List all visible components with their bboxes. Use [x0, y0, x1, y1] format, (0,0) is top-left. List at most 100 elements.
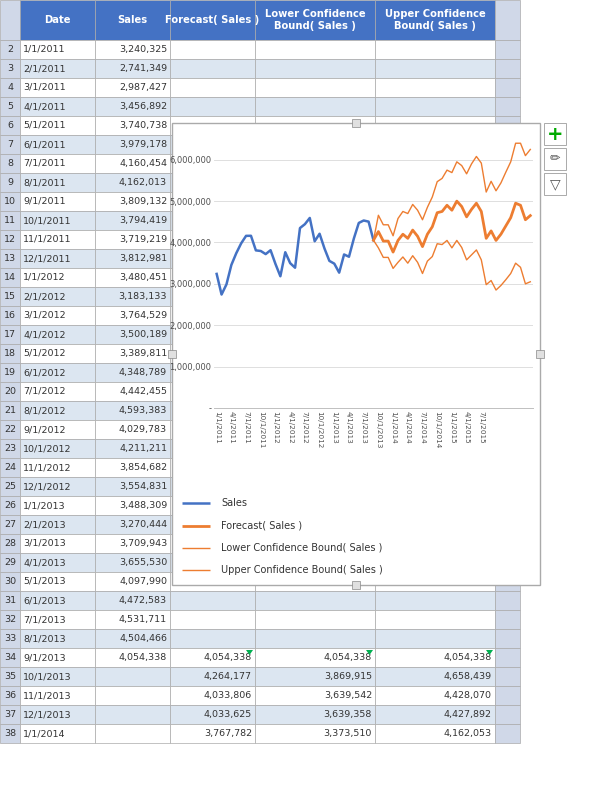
Bar: [20, 363, 95, 382]
Text: 2: 2: [7, 45, 13, 54]
Text: 6/1/2011: 6/1/2011: [23, 140, 66, 149]
Text: Date: Date: [44, 15, 71, 25]
Bar: [20, 591, 95, 610]
Bar: [495, 534, 520, 553]
Bar: [95, 553, 170, 572]
Bar: [170, 610, 255, 629]
Polygon shape: [366, 650, 373, 655]
Bar: [170, 0, 255, 40]
Bar: [20, 268, 95, 287]
Text: 5/1/2012: 5/1/2012: [23, 349, 66, 358]
Bar: [0, 135, 20, 154]
Bar: [170, 705, 255, 724]
Bar: [95, 268, 170, 287]
Bar: [255, 477, 375, 496]
Bar: [375, 458, 495, 477]
Text: 12/1/2012: 12/1/2012: [23, 482, 72, 491]
Bar: [255, 306, 375, 325]
Bar: [0, 116, 20, 135]
Bar: [375, 686, 495, 705]
Text: 4/1/2013: 4/1/2013: [23, 558, 66, 567]
Bar: [20, 610, 95, 629]
Text: 1/1/2013: 1/1/2013: [23, 501, 66, 510]
Text: 3,480,451: 3,480,451: [119, 273, 167, 282]
Bar: [375, 192, 495, 211]
Bar: [255, 287, 375, 306]
Bar: [95, 211, 170, 230]
Bar: [255, 268, 375, 287]
Bar: [20, 458, 95, 477]
Bar: [375, 401, 495, 420]
Bar: [375, 477, 495, 496]
Bar: [375, 610, 495, 629]
Text: 1/1/2014: 1/1/2014: [23, 729, 66, 738]
Bar: [375, 382, 495, 401]
Bar: [0, 553, 20, 572]
Bar: [20, 534, 95, 553]
Bar: [255, 192, 375, 211]
Bar: [20, 135, 95, 154]
Bar: [255, 458, 375, 477]
Bar: [495, 477, 520, 496]
Bar: [0, 382, 20, 401]
Bar: [20, 97, 95, 116]
Text: 4,054,338: 4,054,338: [204, 653, 252, 662]
Bar: [0, 325, 20, 344]
Bar: [255, 648, 375, 667]
Bar: [95, 173, 170, 192]
Text: 3,389,811: 3,389,811: [119, 349, 167, 358]
Bar: [0, 534, 20, 553]
Bar: [0, 401, 20, 420]
Bar: [375, 59, 495, 78]
Text: 15: 15: [4, 292, 16, 301]
Bar: [495, 724, 520, 743]
Text: 10/1/2012: 10/1/2012: [23, 444, 72, 453]
Bar: [95, 686, 170, 705]
Bar: [20, 496, 95, 515]
Bar: [255, 135, 375, 154]
Bar: [495, 325, 520, 344]
Bar: [255, 59, 375, 78]
Text: 4,264,177: 4,264,177: [204, 672, 252, 681]
Text: 3,655,530: 3,655,530: [119, 558, 167, 567]
Bar: [495, 439, 520, 458]
Text: 29: 29: [4, 558, 16, 567]
Bar: [375, 97, 495, 116]
Text: 10/1/2013: 10/1/2013: [23, 672, 72, 681]
Bar: [375, 325, 495, 344]
Bar: [170, 401, 255, 420]
Bar: [20, 230, 95, 249]
Bar: [95, 648, 170, 667]
Bar: [170, 667, 255, 686]
Bar: [20, 648, 95, 667]
Bar: [95, 192, 170, 211]
Bar: [255, 420, 375, 439]
Bar: [255, 705, 375, 724]
Bar: [95, 610, 170, 629]
Text: ▽: ▽: [550, 177, 560, 191]
Bar: [375, 344, 495, 363]
Bar: [495, 135, 520, 154]
Bar: [255, 610, 375, 629]
Bar: [0, 420, 20, 439]
Bar: [95, 667, 170, 686]
Bar: [495, 306, 520, 325]
Bar: [170, 724, 255, 743]
Text: 4,097,990: 4,097,990: [119, 577, 167, 586]
Bar: [170, 363, 255, 382]
Bar: [170, 154, 255, 173]
Bar: [0, 591, 20, 610]
Bar: [495, 705, 520, 724]
Text: 7/1/2012: 7/1/2012: [23, 387, 66, 396]
Bar: [255, 363, 375, 382]
Bar: [536, 350, 544, 358]
Bar: [172, 123, 540, 585]
Bar: [20, 477, 95, 496]
Bar: [0, 648, 20, 667]
Bar: [170, 40, 255, 59]
Bar: [495, 0, 520, 40]
Text: 6/1/2013: 6/1/2013: [23, 596, 66, 605]
Text: 3,270,444: 3,270,444: [119, 520, 167, 529]
Bar: [95, 401, 170, 420]
Text: 4,348,789: 4,348,789: [119, 368, 167, 377]
